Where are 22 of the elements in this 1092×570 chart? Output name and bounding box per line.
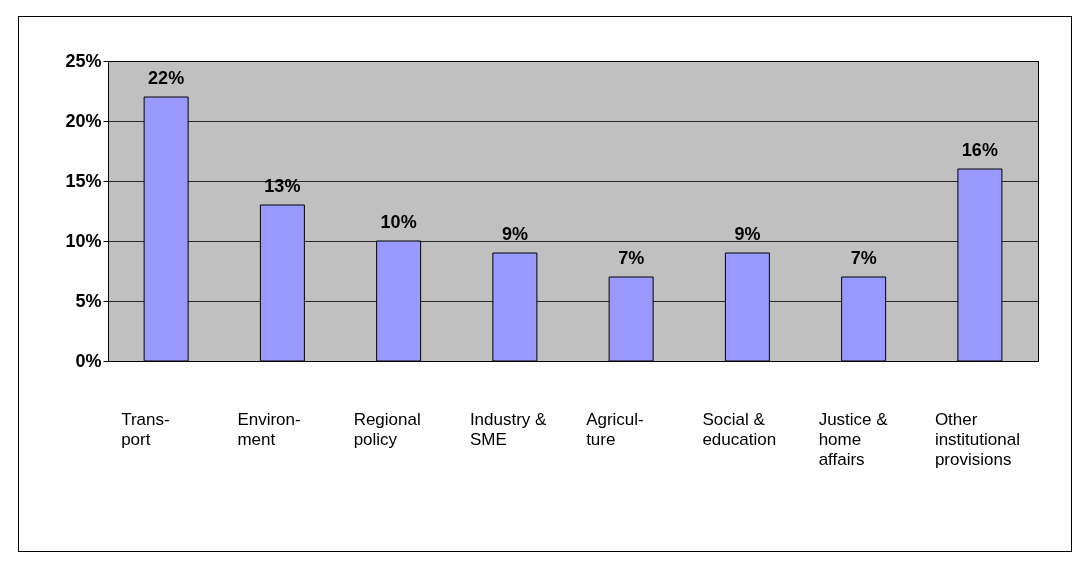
y-tick-label: 10% [65,230,102,251]
data-label: 7% [850,248,877,268]
x-tick-label: Trans-port [121,409,170,449]
data-label: 9% [501,224,528,244]
data-label: 16% [961,140,998,160]
y-tick-label: 5% [75,290,102,311]
x-tick-label: Justice & home affairs [818,409,889,469]
data-label: 9% [734,224,761,244]
y-tick-label: 20% [65,110,102,131]
data-label: 10% [380,212,417,232]
y-tick-label: 0% [75,350,102,371]
data-label: 7% [618,248,645,268]
x-tick-label: Industry & SME [469,409,548,449]
x-tick-label: Other institutional provisions [934,409,1020,469]
data-label: 22% [148,68,185,88]
data-label: 13% [264,176,301,196]
y-tick-label: 15% [65,170,102,191]
x-tick-label: Environ-ment [237,409,301,449]
y-tick-label: 25% [65,50,102,71]
x-tick-label: Agricul-ture [586,409,644,449]
x-tick-label: Regional policy [353,409,421,449]
x-tick-label: Social & education [702,409,777,449]
